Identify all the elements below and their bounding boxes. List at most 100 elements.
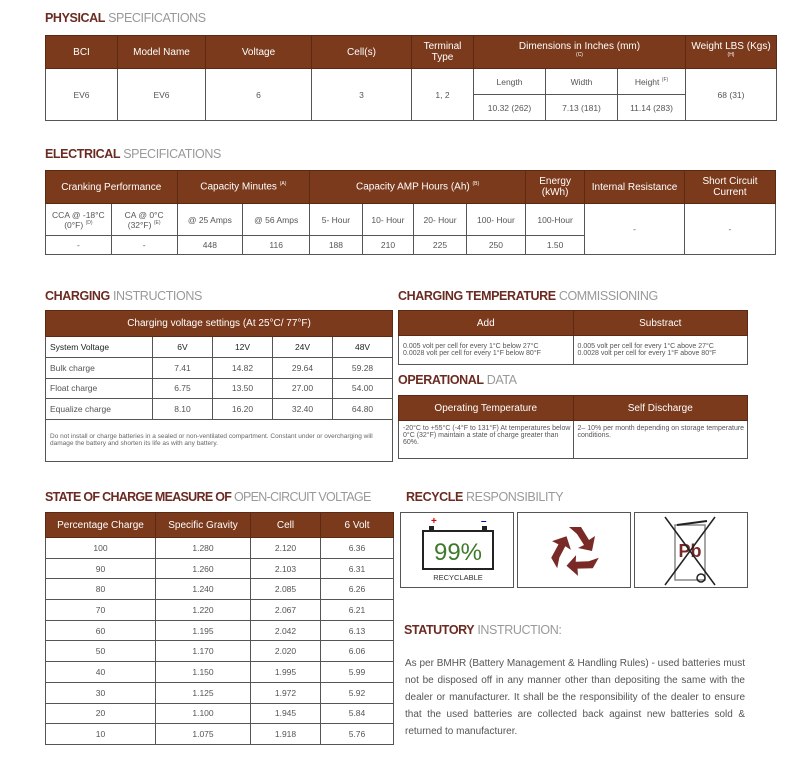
table-cell: 2.103	[250, 557, 321, 580]
table-cell: 6.31	[320, 557, 394, 580]
operational-title: OPERATIONAL DATA	[398, 373, 517, 387]
table-cell: 2.085	[250, 578, 321, 601]
no-bin-pb-icon: Pb	[634, 512, 748, 588]
header-weight: Weight LBS (Kgs) (H)	[685, 35, 778, 69]
table-row: 70 1.220 2.067 6.21	[45, 599, 394, 621]
charging-temp-title: CHARGING TEMPERATURE COMMISSIONING	[398, 289, 658, 303]
table-cell: 1.918	[250, 723, 321, 745]
table-cell: 1.280	[155, 537, 251, 559]
table-cell: 7.41	[152, 357, 213, 379]
table-cell: 64.80	[331, 398, 394, 420]
charging-table: Charging voltage settings (At 25°C/ 77°F…	[44, 310, 394, 462]
table-cell: 6.21	[320, 599, 394, 621]
table-cell: 20	[45, 702, 156, 725]
table-cell: 5.92	[320, 681, 394, 704]
table-cell: 8.10	[152, 398, 213, 420]
charging-temp-table: Add Substract 0.005 volt per cell for eve…	[398, 310, 748, 365]
header-cells: Cell(s)	[311, 35, 412, 69]
table-cell: 14.82	[212, 357, 273, 379]
charging-note: Do not install or charge batteries in a …	[44, 418, 394, 462]
table-cell: 6 Volt	[320, 512, 394, 538]
table-row: Equalize charge 8.10 16.20 32.40 64.80	[45, 398, 394, 420]
charging-title: CHARGING INSTRUCTIONS	[45, 289, 202, 303]
svg-text:–: –	[481, 516, 487, 527]
table-cell: 40	[45, 661, 156, 683]
table-cell: 12V	[212, 336, 273, 358]
table-cell: 1.220	[155, 599, 251, 621]
header-bci: BCI	[45, 35, 118, 69]
table-cell: 60	[45, 619, 156, 642]
table-row: 80 1.240 2.085 6.26	[45, 578, 394, 601]
cca-note: (D)	[85, 219, 93, 226]
table-cell: 5.76	[320, 723, 394, 745]
table-cell: 1.195	[155, 619, 251, 642]
table-row: 10 1.075 1.918 5.76	[45, 723, 394, 745]
table-cell: 1.150	[155, 661, 251, 683]
table-cell: 6.13	[320, 619, 394, 642]
battery-recyclable-icon: + – 99% RECYCLABLE	[400, 512, 514, 588]
physical-title: PHYSICAL SPECIFICATIONS	[45, 11, 206, 25]
table-cell: 48V	[331, 336, 394, 358]
table-cell: 1.995	[250, 661, 321, 683]
table-cell: Specific Gravity	[155, 512, 251, 538]
table-cell: Bulk charge	[45, 357, 153, 379]
header-dimensions: Dimensions in Inches (mm) (C)	[472, 35, 687, 69]
table-row: 40 1.150 1.995 5.99	[45, 661, 394, 683]
header-voltage: Voltage	[205, 35, 312, 69]
table-cell: 6.26	[320, 578, 394, 601]
table-cell: 6.75	[152, 377, 213, 399]
electrical-table: Cranking Performance Capacity Minutes (A)…	[45, 170, 777, 255]
table-cell: 5.84	[320, 702, 394, 725]
table-cell: 2.120	[250, 537, 321, 559]
table-cell: 6.06	[320, 640, 394, 663]
table-row: 20 1.100 1.945 5.84	[45, 702, 394, 725]
table-cell: 1.075	[155, 723, 251, 745]
table-cell: 1.945	[250, 702, 321, 725]
table-cell: Float charge	[45, 377, 153, 399]
table-cell: 1.170	[155, 640, 251, 663]
table-cell: 1.972	[250, 681, 321, 704]
table-cell: 1.260	[155, 557, 251, 580]
table-cell: 59.28	[331, 357, 394, 379]
recycle-icon	[517, 512, 631, 588]
recycle-title: RECYCLE RESPONSIBILITY	[406, 490, 564, 504]
table-cell: 24V	[272, 336, 333, 358]
table-cell: 1.240	[155, 578, 251, 601]
table-cell: 80	[45, 578, 156, 601]
table-cell: 10	[45, 723, 156, 745]
soc-table: Percentage Charge Specific Gravity Cell 6 V…	[45, 512, 394, 745]
table-cell: 5.99	[320, 661, 394, 683]
table-cell: 6.36	[320, 537, 394, 559]
table-row: Float charge 6.75 13.50 27.00 54.00	[45, 377, 394, 399]
table-row: 50 1.170 2.020 6.06	[45, 640, 394, 663]
electrical-title: ELECTRICAL SPECIFICATIONS	[45, 147, 221, 161]
svg-text:99%: 99%	[434, 539, 482, 566]
table-cell: 1.100	[155, 702, 251, 725]
table-cell: 16.20	[212, 398, 273, 420]
table-cell: 2.042	[250, 619, 321, 642]
table-cell: 50	[45, 640, 156, 663]
table-cell: 27.00	[272, 377, 333, 399]
table-cell: 100	[45, 537, 156, 559]
table-cell: Percentage Charge	[45, 512, 156, 538]
table-row: Percentage Charge Specific Gravity Cell 6 V…	[45, 512, 394, 538]
ca-note: (E)	[153, 219, 161, 226]
statutory-text: As per BMHR (Battery Management & Handli…	[405, 658, 745, 737]
table-cell: 29.64	[272, 357, 333, 379]
table-row: System Voltage 6V 12V 24V 48V	[45, 336, 394, 358]
table-cell: 13.50	[212, 377, 273, 399]
table-row: 30 1.125 1.972 5.92	[45, 681, 394, 704]
table-row: Bulk charge 7.41 14.82 29.64 59.28	[45, 357, 394, 379]
soc-title: STATE OF CHARGE MEASURE OF OPEN-CIRCUIT …	[45, 490, 371, 504]
svg-text:+: +	[431, 516, 437, 527]
statutory-title: STATUTORY INSTRUCTION:	[404, 623, 562, 637]
table-cell: 30	[45, 681, 156, 704]
table-cell: 32.40	[272, 398, 333, 420]
header-model: Model Name	[117, 35, 206, 69]
table-cell: 6V	[152, 336, 213, 358]
physical-table: BCI Model Name Voltage Cell(s) Terminal Type…	[45, 35, 778, 121]
table-row: 60 1.195 2.042 6.13	[45, 619, 394, 642]
table-row: 100 1.280 2.120 6.36	[45, 537, 394, 559]
table-cell: 2.067	[250, 599, 321, 621]
header-terminal: Terminal Type	[411, 35, 474, 69]
